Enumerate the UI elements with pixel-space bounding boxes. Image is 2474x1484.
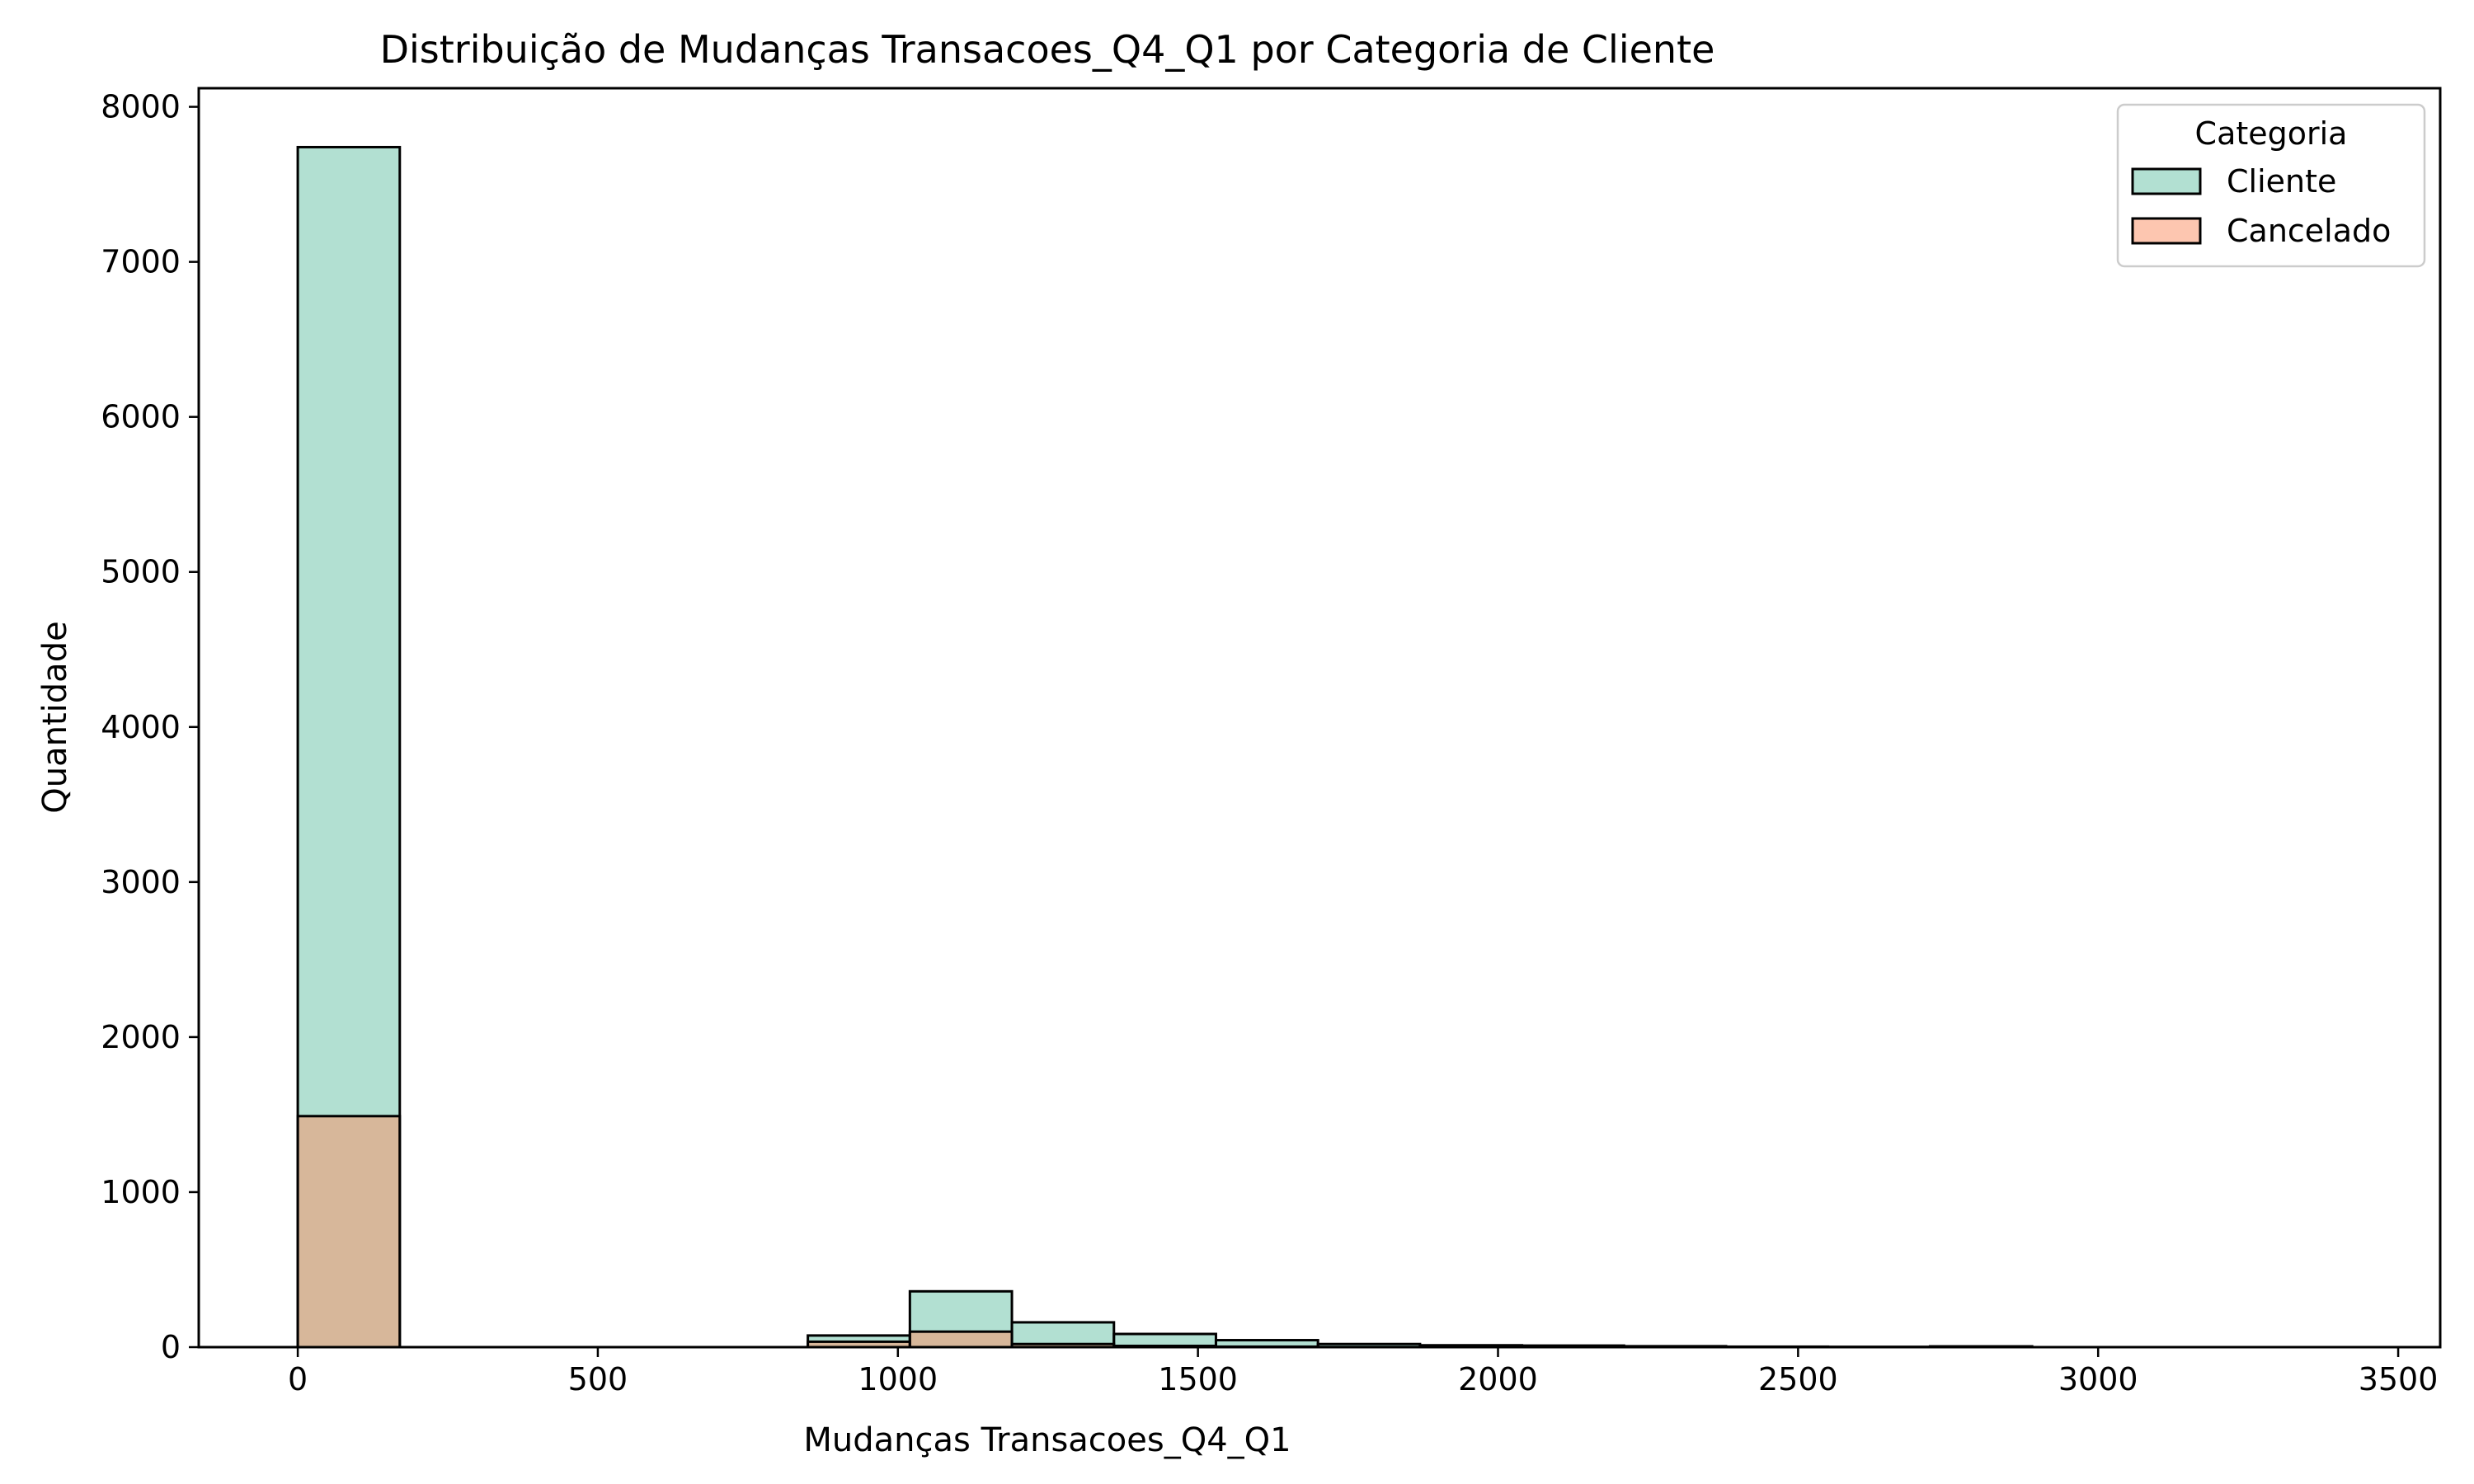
legend-swatch-cancelado (2131, 217, 2202, 245)
y-tick-label: 4000 (101, 709, 181, 745)
bar-cancelado-0 (296, 1115, 402, 1349)
y-tick-label: 5000 (101, 554, 181, 590)
plot-frame (197, 87, 2442, 1349)
legend-label-cancelado: Cancelado (2227, 213, 2391, 249)
chart-title: Distribuição de Mudanças Transacoes_Q4_Q… (380, 27, 1715, 72)
y-tick-label: 2000 (101, 1019, 181, 1055)
axis-ticks: 0 500 1000 1500 2000 2500 3000 3500 0 1000 2000 300… (101, 89, 2438, 1397)
y-tick-label: 6000 (101, 399, 181, 435)
series-cancelado (296, 1115, 1422, 1349)
legend-swatch-cliente (2131, 167, 2202, 195)
y-tick-label: 0 (161, 1329, 181, 1365)
y-axis-label: Quantidade (36, 621, 74, 813)
legend-label-cliente: Cliente (2227, 163, 2336, 200)
y-tick-label: 1000 (101, 1174, 181, 1210)
x-tick-label: 2500 (1758, 1361, 1838, 1397)
series-cliente (296, 145, 2034, 1349)
x-tick-label: 3500 (2359, 1361, 2439, 1397)
x-tick-label: 0 (288, 1361, 308, 1397)
legend: Categoria Cliente Cancelado (2116, 103, 2426, 268)
bar-cancelado-6 (908, 1330, 1014, 1349)
x-tick-label: 1000 (858, 1361, 938, 1397)
x-axis-label: Mudanças Transacoes_Q4_Q1 (803, 1421, 1291, 1459)
y-tick-label: 7000 (101, 244, 181, 280)
x-tick-label: 500 (568, 1361, 628, 1397)
y-tick-label: 3000 (101, 864, 181, 900)
y-tick-label: 8000 (101, 89, 181, 125)
x-tick-label: 3000 (2058, 1361, 2138, 1397)
legend-title: Categoria (2195, 115, 2348, 152)
histogram-bars (296, 145, 2034, 1349)
x-tick-label: 1500 (1158, 1361, 1238, 1397)
x-tick-label: 2000 (1458, 1361, 1538, 1397)
